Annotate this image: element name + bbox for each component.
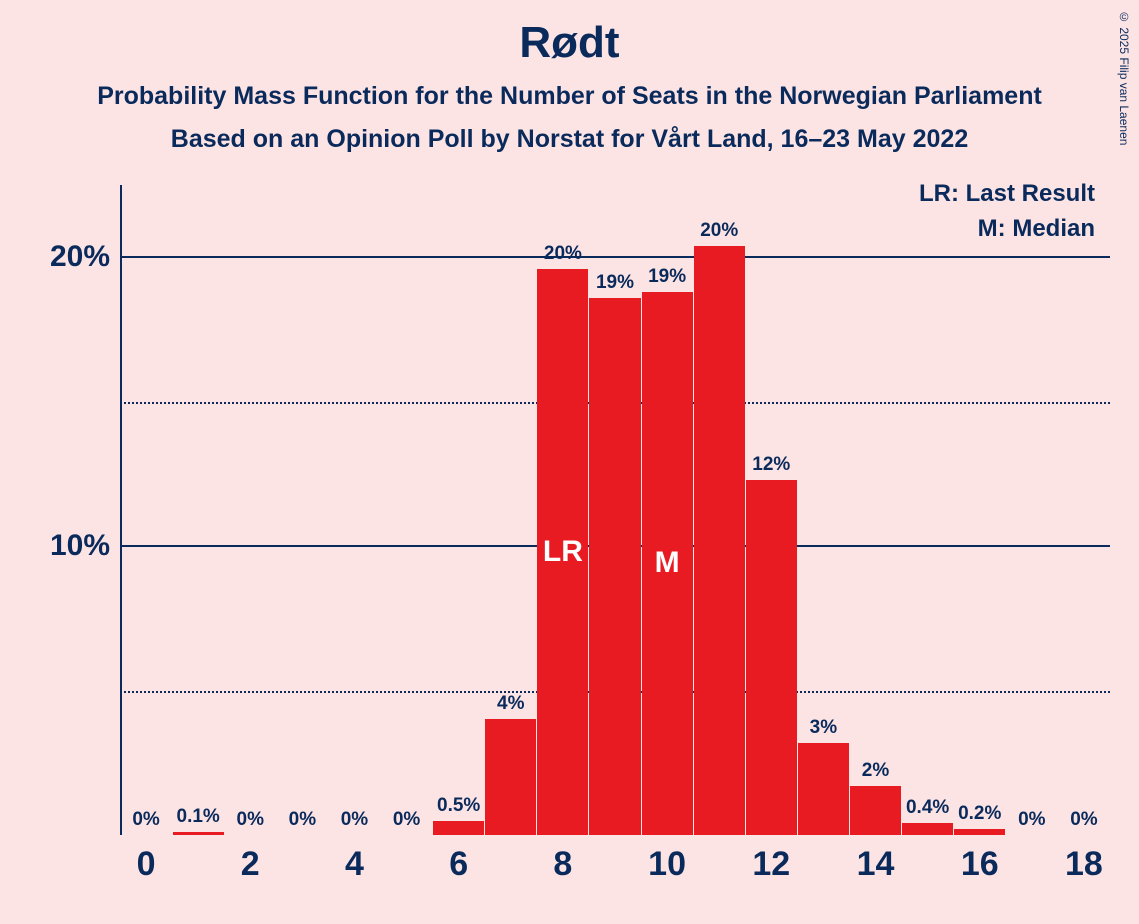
bar-value-label: 0%: [1070, 809, 1097, 831]
bar: [694, 246, 745, 835]
chart-subtitle-2: Based on an Opinion Poll by Norstat for …: [0, 125, 1139, 154]
x-tick-label: 8: [553, 845, 572, 884]
bar-value-label: 19%: [648, 266, 686, 288]
bar-value-label: 20%: [700, 220, 738, 242]
grid-major: [120, 256, 1110, 258]
bar-annotation: M: [655, 546, 680, 580]
bar: [485, 719, 536, 835]
bar-value-label: 0.2%: [958, 803, 1001, 825]
bar-value-label: 4%: [497, 693, 524, 715]
x-tick-label: 10: [648, 845, 686, 884]
copyright-text: © 2025 Filip van Laenen: [1117, 10, 1131, 145]
bar: [798, 743, 849, 835]
bar: [589, 298, 640, 835]
chart-subtitle-1: Probability Mass Function for the Number…: [0, 82, 1139, 111]
bar-value-label: 0%: [237, 809, 264, 831]
y-tick-label: 20%: [50, 240, 110, 274]
x-tick-label: 14: [857, 845, 895, 884]
x-tick-label: 18: [1065, 845, 1103, 884]
bar-value-label: 0%: [393, 809, 420, 831]
bar-value-label: 0%: [132, 809, 159, 831]
bar-value-label: 0%: [289, 809, 316, 831]
bar-value-label: 0%: [341, 809, 368, 831]
bar: [850, 786, 901, 835]
bar: [954, 829, 1005, 835]
bar-value-label: 0.1%: [177, 806, 220, 828]
legend-line: LR: Last Result: [919, 180, 1095, 208]
bar: [902, 823, 953, 835]
chart-container: Rødt Probability Mass Function for the N…: [0, 0, 1139, 924]
bar: [433, 821, 484, 835]
bar-value-label: 3%: [810, 717, 837, 739]
x-tick-label: 0: [137, 845, 156, 884]
bar-value-label: 0.5%: [437, 795, 480, 817]
x-tick-label: 16: [961, 845, 999, 884]
bar-value-label: 12%: [752, 454, 790, 476]
y-tick-label: 10%: [50, 529, 110, 563]
bar-value-label: 0.4%: [906, 797, 949, 819]
plot-area: 10%20%0246810121416180%0.1%0%0%0%0%0.5%4…: [120, 185, 1110, 835]
x-tick-label: 12: [752, 845, 790, 884]
x-tick-label: 2: [241, 845, 260, 884]
legend-line: M: Median: [978, 215, 1095, 243]
bar-value-label: 0%: [1018, 809, 1045, 831]
bar-value-label: 2%: [862, 760, 889, 782]
bar: [746, 480, 797, 835]
y-axis: [120, 185, 122, 835]
x-tick-label: 6: [449, 845, 468, 884]
bar-value-label: 19%: [596, 272, 634, 294]
bar: [173, 832, 224, 835]
chart-title: Rødt: [0, 0, 1139, 68]
bar-value-label: 20%: [544, 243, 582, 265]
x-tick-label: 4: [345, 845, 364, 884]
bar-annotation: LR: [543, 535, 583, 569]
